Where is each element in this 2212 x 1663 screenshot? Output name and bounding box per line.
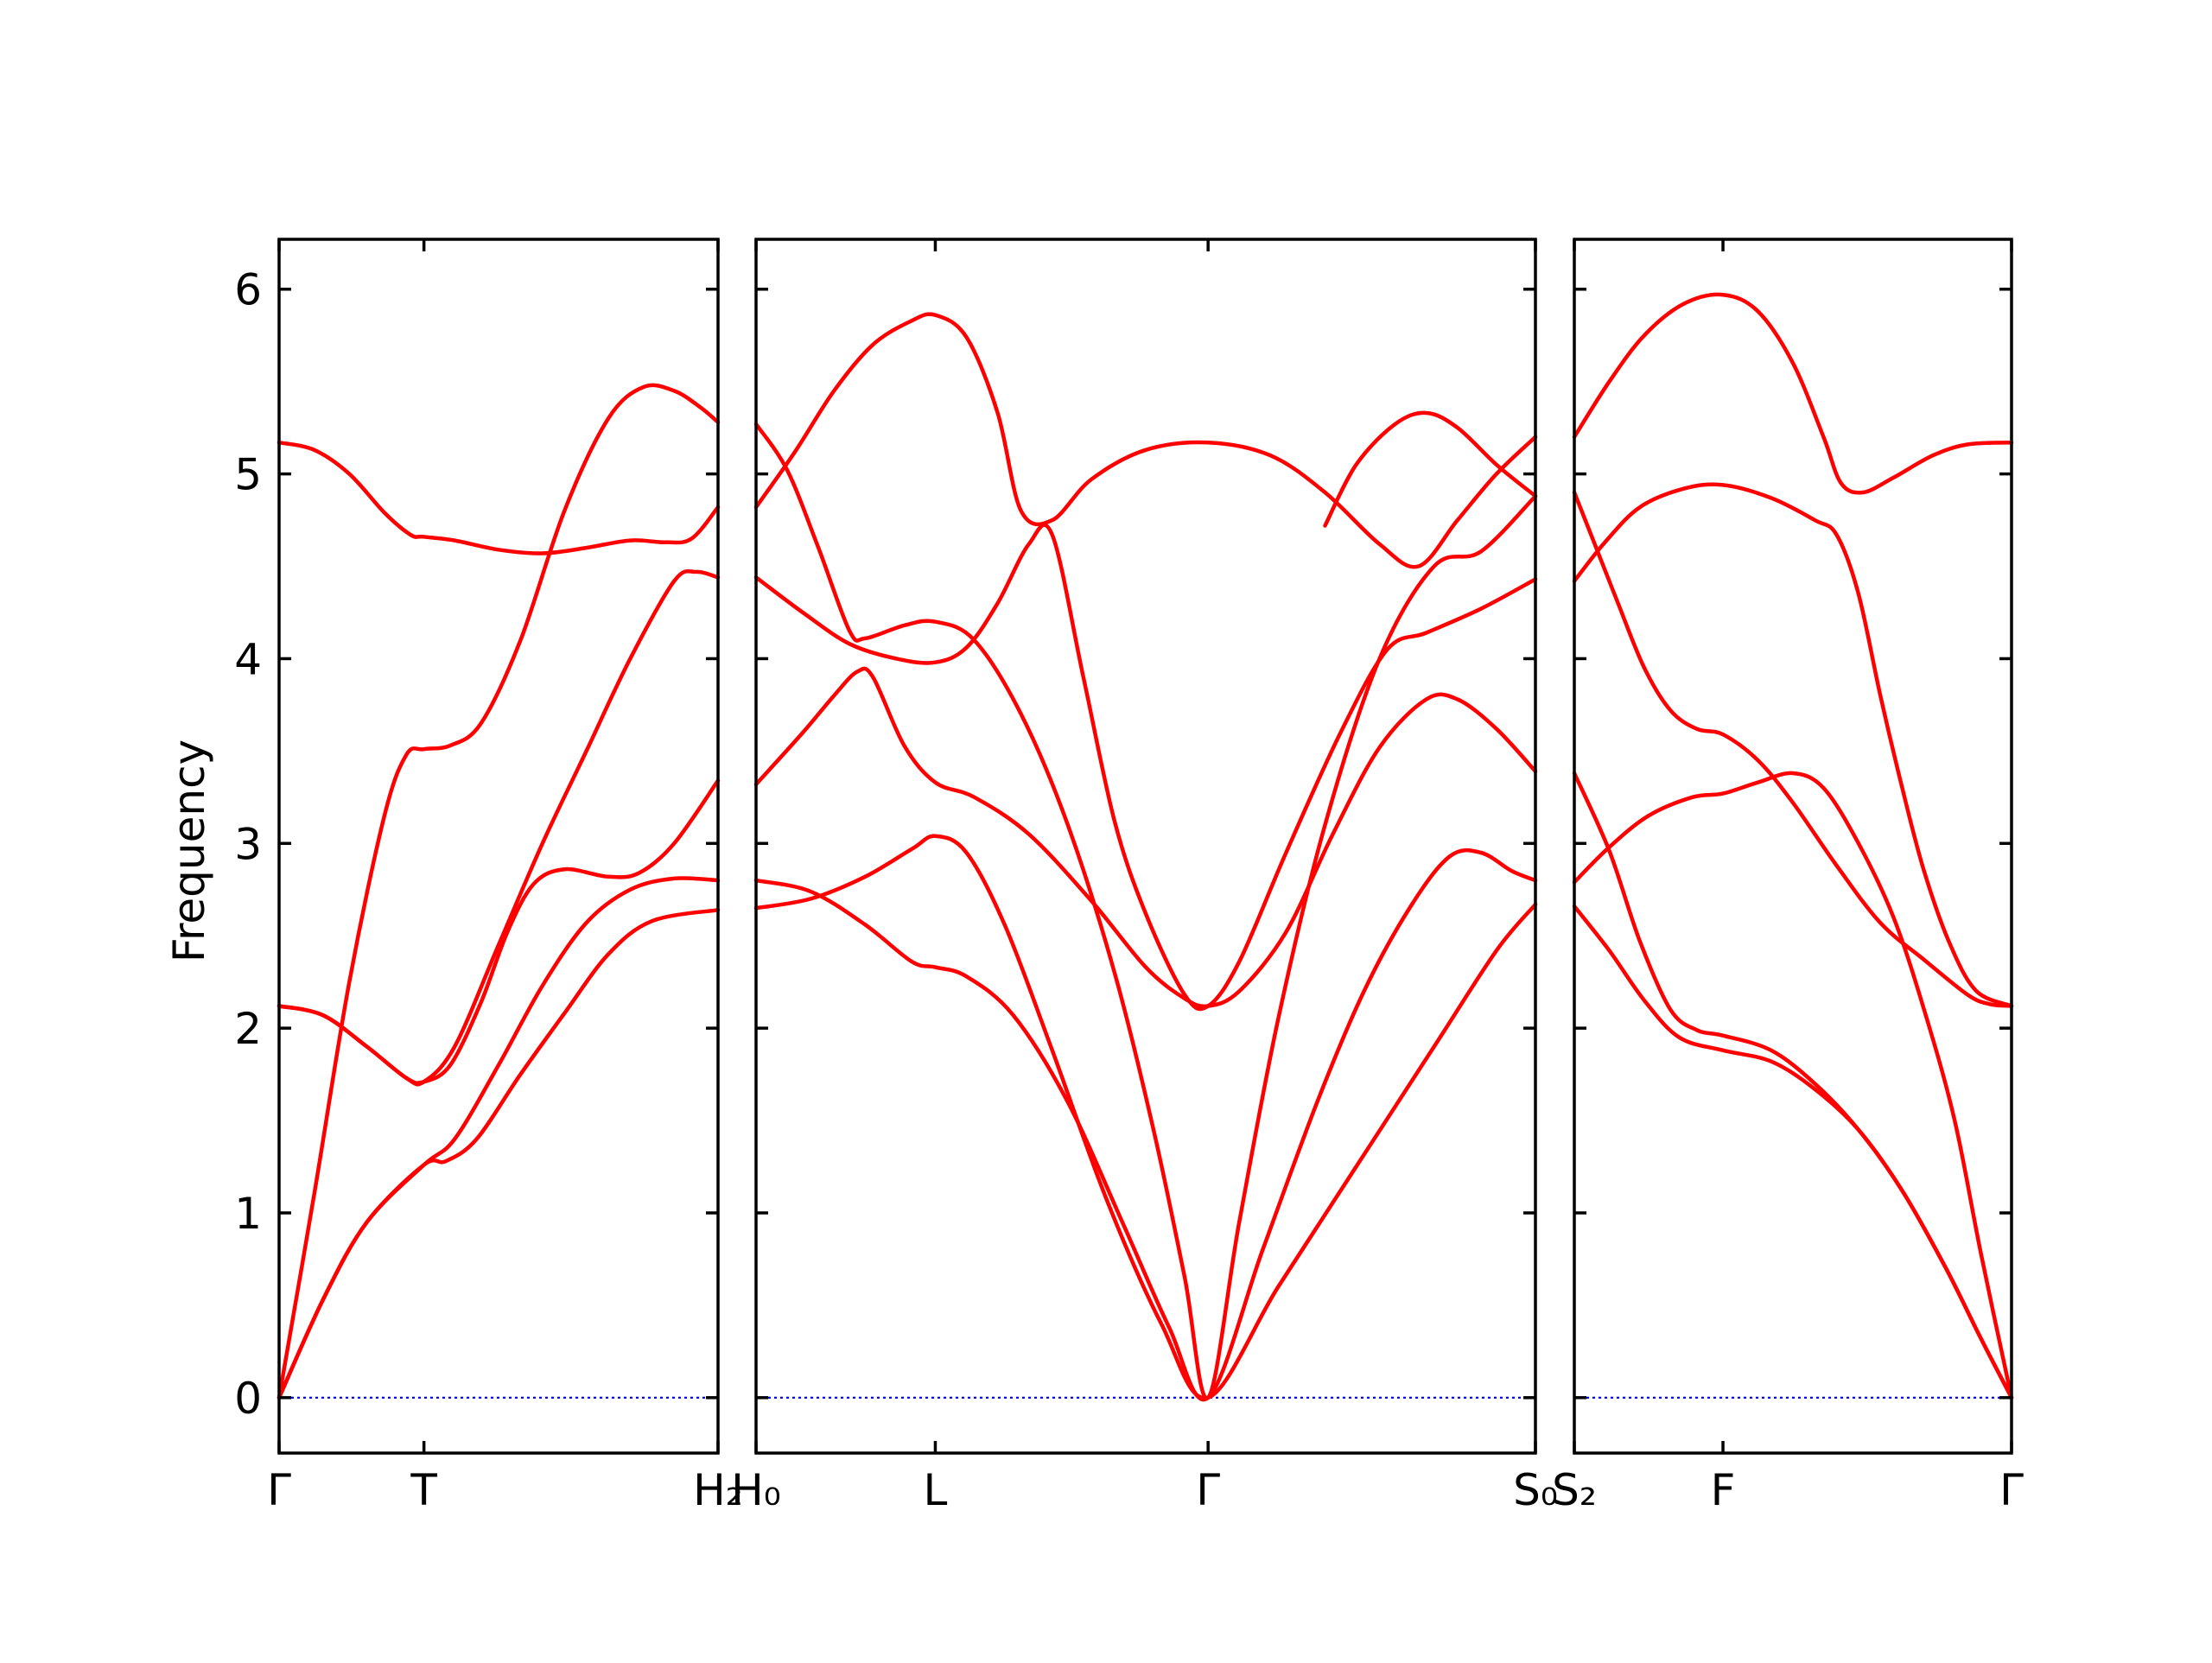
y-tick-label: 6 — [234, 265, 262, 315]
x-tick-label-panel-1: Γ — [267, 1465, 291, 1515]
x-tick-label-panel-3: S₂ — [1552, 1465, 1597, 1515]
panel-frame-1 — [277, 238, 720, 1455]
band-line-panel-3-2 — [1572, 771, 2014, 1400]
panel-frame-2 — [754, 238, 1537, 1455]
x-tick-label-panel-2: H₀ — [731, 1465, 781, 1515]
band-line-panel-1-5 — [276, 568, 721, 1087]
y-tick-label: 1 — [234, 1189, 262, 1239]
band-line-panel-2-3 — [753, 666, 1538, 1009]
band-line-panel-2-1 — [753, 834, 1538, 1400]
band-line-panel-1-6 — [276, 440, 721, 555]
band-line-panel-1-1 — [276, 908, 721, 1400]
x-tick-label-panel-1: H₂ — [693, 1465, 743, 1515]
y-tick-label: 2 — [234, 1004, 262, 1054]
band-line-panel-2-4 — [753, 523, 1538, 1012]
band-line-panel-1-2 — [276, 876, 721, 1400]
band-line-panel-3-4 — [1572, 490, 2014, 1008]
band-line-panel-2-5 — [753, 422, 1538, 1400]
x-tick-label-panel-2: Γ — [1196, 1465, 1220, 1515]
y-tick-label: 3 — [234, 819, 262, 869]
band-line-panel-2-7 — [1323, 410, 1538, 528]
band-line-panel-3-5 — [1572, 482, 2014, 1008]
x-tick-label-panel-2: L — [924, 1465, 948, 1515]
band-line-panel-2-2 — [753, 847, 1538, 1402]
band-line-panel-1-4 — [276, 778, 721, 1085]
y-tick-label: 5 — [234, 450, 262, 500]
x-tick-label-panel-1: T — [410, 1465, 437, 1515]
y-tick-label: 4 — [234, 634, 262, 684]
x-tick-label-panel-3: F — [1711, 1465, 1736, 1515]
band-line-panel-3-3 — [1572, 771, 2014, 1400]
panel-frame-3 — [1573, 238, 2013, 1455]
y-tick-label: 0 — [234, 1374, 262, 1424]
x-tick-label-panel-3: Γ — [1999, 1465, 2024, 1515]
y-axis-label: Frequency — [164, 739, 214, 962]
band-line-panel-3-6 — [1572, 292, 2014, 495]
band-line-panel-1-3 — [276, 383, 721, 1400]
x-tick-label-panel-2: S₀ — [1513, 1465, 1558, 1515]
band-line-panel-2-6 — [753, 312, 1538, 569]
